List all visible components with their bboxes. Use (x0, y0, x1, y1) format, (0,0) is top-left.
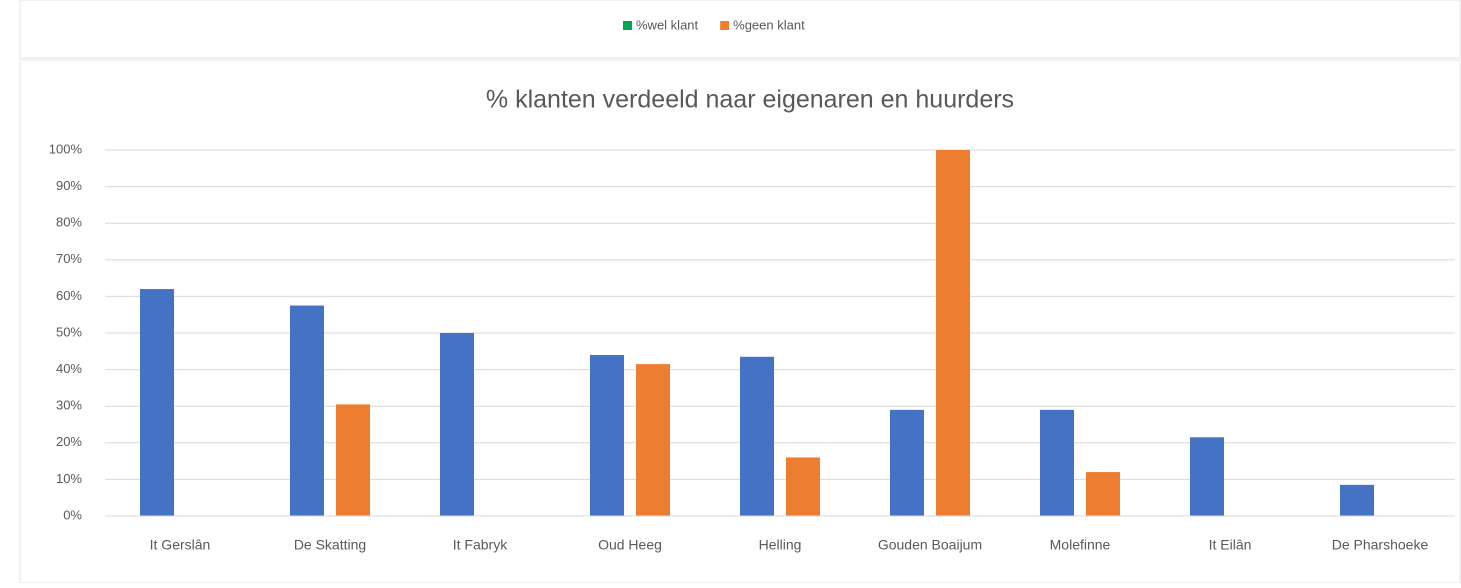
y-tick-label: 60% (56, 288, 82, 303)
x-tick-label: Helling (759, 537, 802, 553)
bar (1086, 472, 1120, 516)
legend-swatch (623, 21, 632, 30)
y-tick-label: 100% (49, 141, 83, 156)
bar (786, 457, 820, 516)
y-tick-label: 70% (56, 251, 82, 266)
legend-swatch (720, 21, 730, 30)
y-tick-label: 20% (56, 434, 82, 449)
bar (890, 409, 924, 516)
x-tick-label: It Eilân (1209, 537, 1252, 553)
bar (636, 364, 670, 516)
x-tick-label: It Fabryk (453, 537, 508, 553)
y-tick-label: 40% (56, 361, 82, 376)
x-tick-label: It Gerslân (150, 537, 211, 553)
bar (1340, 484, 1374, 516)
y-tick-label: 0% (63, 507, 82, 522)
x-tick-label: De Skatting (294, 537, 366, 553)
legend-label: %geen klant (733, 17, 805, 32)
x-tick-label: Molefinne (1050, 537, 1111, 553)
bar (1190, 437, 1224, 516)
x-tick-label: De Pharshoeke (1332, 537, 1429, 553)
legend-strip (19, 0, 1461, 59)
bar (936, 150, 970, 516)
bar (1040, 409, 1074, 516)
y-tick-label: 30% (56, 398, 82, 413)
bar (440, 333, 474, 516)
y-tick-label: 10% (56, 471, 82, 486)
y-tick-label: 50% (56, 324, 82, 339)
y-tick-label: 90% (56, 178, 82, 193)
chart-title: % klanten verdeeld naar eigenaren en huu… (486, 86, 1014, 114)
x-tick-label: Gouden Boaijum (878, 537, 982, 553)
bar (590, 354, 624, 516)
legend-label: %wel klant (636, 17, 699, 32)
y-tick-label: 80% (56, 215, 82, 230)
bar (290, 305, 324, 516)
bar (140, 289, 174, 516)
bar (336, 404, 370, 516)
bar (740, 356, 774, 516)
x-tick-label: Oud Heeg (598, 537, 662, 553)
